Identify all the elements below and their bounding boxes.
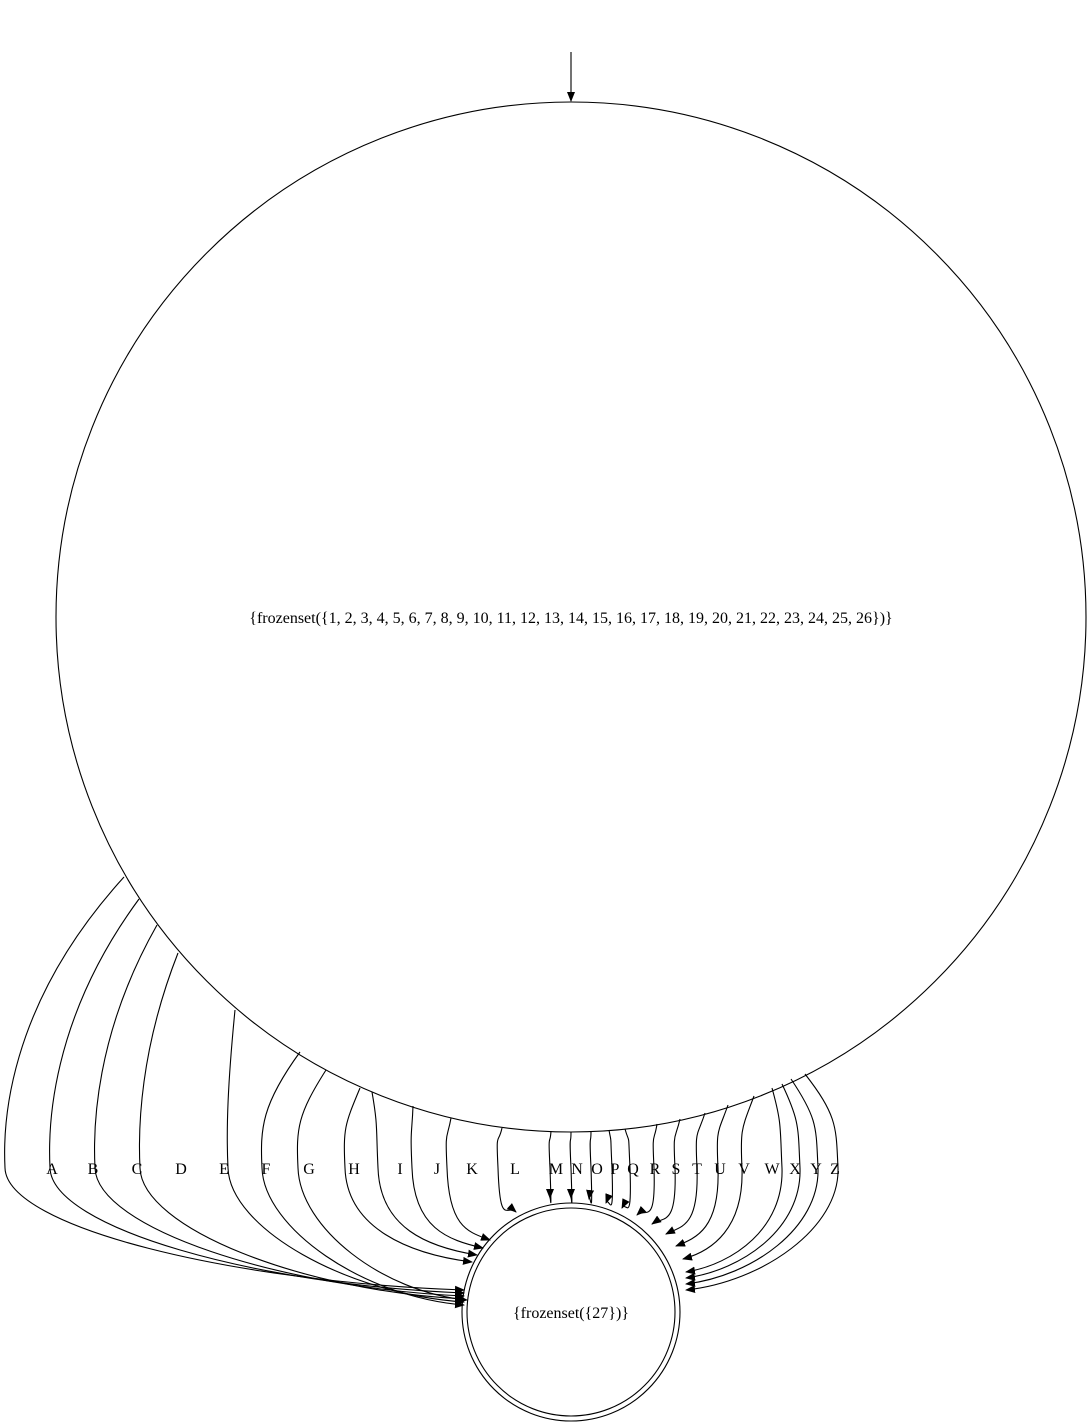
transition-edge-f — [260, 1051, 465, 1309]
transition-edge-n — [567, 1131, 576, 1204]
transition-edge-e — [226, 1009, 465, 1306]
transition-label-p: P — [611, 1161, 620, 1178]
transition-edge-p — [605, 1129, 614, 1206]
transition-label-c: C — [132, 1161, 143, 1178]
transition-edge-q — [621, 1128, 631, 1209]
transition-edge-u — [675, 1104, 729, 1247]
transition-label-h: H — [348, 1161, 360, 1178]
transition-label-e: E — [219, 1161, 229, 1178]
transition-edge-w — [685, 1087, 783, 1275]
transition-label-r: R — [650, 1161, 661, 1178]
accept-state-label: {frozenset({27})} — [513, 1305, 629, 1322]
transition-label-u: U — [714, 1161, 726, 1178]
transition-edge-g — [296, 1069, 468, 1304]
transition-edge-b — [49, 898, 465, 1297]
transition-label-j: J — [434, 1161, 440, 1178]
transition-label-z: Z — [830, 1161, 840, 1178]
transition-edges — [4, 876, 839, 1309]
transition-label-x: X — [789, 1161, 801, 1178]
transition-edge-z — [685, 1073, 839, 1294]
transition-edge-o — [586, 1130, 595, 1204]
transition-label-a: A — [46, 1161, 58, 1178]
transition-label-w: W — [764, 1161, 780, 1178]
transition-edge-v — [682, 1095, 755, 1261]
transition-label-l: L — [510, 1161, 520, 1178]
transition-label-v: V — [738, 1161, 750, 1178]
transition-edge-j — [410, 1105, 484, 1250]
transition-edge-y — [685, 1078, 819, 1287]
transition-label-y: Y — [810, 1161, 822, 1178]
accept-state-outer-circle — [461, 1202, 681, 1422]
transition-edge-t — [665, 1112, 706, 1235]
transition-edge-k — [445, 1117, 491, 1241]
transition-label-s: S — [672, 1161, 681, 1178]
start-state-node: {frozenset({1, 2, 3, 4, 5, 6, 7, 8, 9, 1… — [55, 101, 1087, 1133]
transition-label-g: G — [303, 1161, 315, 1178]
transition-edge-c — [94, 924, 465, 1300]
transition-edge-d — [138, 952, 465, 1303]
transition-edge-i — [371, 1091, 478, 1258]
transition-label-k: K — [466, 1161, 478, 1178]
transition-label-m: M — [549, 1161, 563, 1178]
accept-state-inner-circle — [466, 1207, 676, 1417]
transition-label-q: Q — [627, 1161, 639, 1178]
transition-label-d: D — [175, 1161, 187, 1178]
transition-label-f: F — [262, 1161, 271, 1178]
transition-edge-h — [343, 1087, 473, 1265]
transition-edge-a — [4, 876, 465, 1294]
start-state-label: {frozenset({1, 2, 3, 4, 5, 6, 7, 8, 9, 1… — [249, 610, 892, 627]
transition-label-t: T — [692, 1161, 702, 1178]
transition-label-b: B — [88, 1161, 99, 1178]
transition-edge-x — [685, 1083, 801, 1281]
transition-edge-l — [496, 1127, 517, 1213]
transition-label-n: N — [571, 1161, 583, 1178]
transition-label-i: I — [397, 1161, 402, 1178]
transition-label-o: O — [591, 1161, 603, 1178]
accept-state-node: {frozenset({27})} — [461, 1202, 681, 1422]
transition-edge-r — [636, 1123, 658, 1216]
transition-edge-s — [651, 1118, 681, 1225]
transition-edge-m — [546, 1130, 555, 1204]
